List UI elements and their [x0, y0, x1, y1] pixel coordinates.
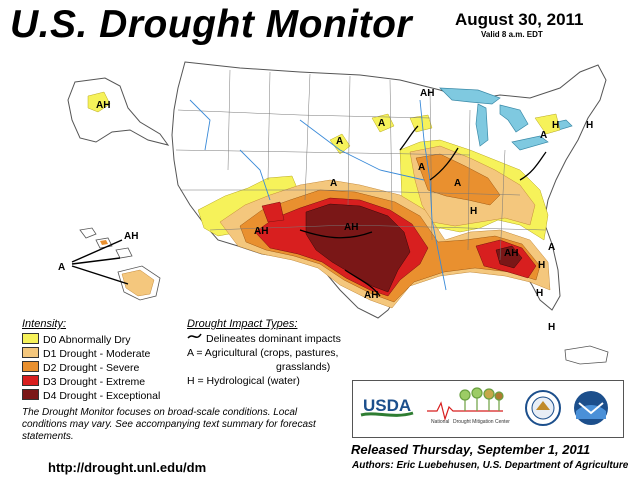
partner-logos: USDA National Drought Mitigation Center	[352, 380, 624, 438]
focus-note: The Drought Monitor focuses on broad-sca…	[22, 407, 316, 442]
puerto-rico	[564, 345, 609, 365]
intensity-legend-title: Intensity:	[22, 318, 67, 330]
label-ah-texas-north: AH	[344, 222, 359, 233]
alaska	[67, 77, 170, 146]
legend-label-d3: D3 Drought - Extreme	[43, 376, 146, 388]
alaska-d0	[87, 91, 111, 113]
logo-strip: USDA National Drought Mitigation Center	[359, 387, 608, 426]
legend-d4: D4 Drought - Exceptional	[22, 389, 161, 402]
legend-label-d2: D2 Drought - Severe	[43, 362, 140, 374]
authors: Authors: Eric Luebehusen, U.S. Departmen…	[352, 460, 629, 471]
legend-swatch-d2	[22, 361, 39, 372]
ndmc-text-1: National	[431, 419, 449, 425]
impact-agricultural: A = Agricultural (crops, pastures,	[187, 347, 339, 359]
legend-swatch-d0	[22, 333, 39, 344]
hawaii-drought	[100, 240, 155, 297]
impact-line-label: Delineates dominant impacts	[206, 333, 341, 345]
label-h-newyork: H	[586, 120, 594, 131]
legend-swatch-d4	[22, 389, 39, 400]
page-title: U.S. Drought Monitor	[10, 3, 413, 46]
label-a-michigan: A	[540, 130, 548, 141]
rivers	[189, 99, 447, 291]
legend-d3: D3 Drought - Extreme	[22, 375, 146, 388]
release-date: Released Thursday, September 1, 2011	[351, 442, 591, 457]
usda-logo: USDA	[359, 391, 417, 421]
legend-d0: D0 Abnormally Dry	[22, 333, 131, 346]
legend-label-d0: D0 Abnormally Dry	[43, 334, 131, 346]
legend-swatch-d1	[22, 347, 39, 358]
label-a-indiana: A	[454, 178, 462, 189]
label-ah-alaska: AH	[96, 100, 111, 111]
label-a-minnesota: A	[378, 118, 386, 129]
label-ah-southwest: AH	[254, 226, 269, 237]
ndmc-logo: National Drought Mitigation Center	[427, 387, 510, 425]
commerce-seal	[525, 390, 561, 426]
impact-agricultural-cont: grasslands)	[276, 361, 331, 373]
state-boundaries	[175, 69, 546, 261]
impact-hydrological: H = Hydrological (water)	[187, 375, 300, 387]
label-a-illinois: A	[418, 162, 426, 173]
label-a-kansas: A	[330, 178, 338, 189]
label-h-carolina: H	[538, 260, 546, 271]
label-ah-northeast: AH	[420, 88, 435, 99]
label-a-carolina: A	[548, 242, 556, 253]
label-ah-southeast: AH	[504, 248, 519, 259]
label-h-kentucky: H	[470, 206, 478, 217]
valid-time: Valid 8 a.m. EDT	[481, 30, 543, 39]
impact-legend-title: Drought Impact Types:	[187, 318, 298, 330]
label-a-dakota: A	[336, 136, 344, 147]
ndmc-text-2: Drought Mitigation Center	[453, 419, 510, 425]
website-url[interactable]: http://drought.unl.edu/dm	[48, 460, 207, 475]
label-ah-hawaii: AH	[124, 231, 139, 242]
impact-line-sample	[187, 333, 202, 339]
legend-label-d4: D4 Drought - Exceptional	[43, 390, 161, 402]
label-a-hawaii: A	[58, 262, 66, 273]
label-h-michigan: H	[552, 120, 560, 131]
legend-swatch-d3	[22, 375, 39, 386]
label-h-florida: H	[548, 322, 556, 333]
map-date: August 30, 2011	[455, 10, 584, 29]
great-lakes	[439, 87, 573, 151]
hawaii-pointer-lines	[71, 239, 129, 285]
legend-d2: D2 Drought - Severe	[22, 361, 140, 374]
label-h-georgia: H	[536, 288, 544, 299]
label-ah-texas-south: AH	[364, 290, 379, 301]
impact-lines	[299, 125, 547, 297]
usda-logo-text: USDA	[363, 396, 411, 415]
noaa-logo	[574, 391, 608, 425]
legend-d1: D1 Drought - Moderate	[22, 347, 151, 360]
legend-label-d1: D1 Drought - Moderate	[43, 348, 151, 360]
